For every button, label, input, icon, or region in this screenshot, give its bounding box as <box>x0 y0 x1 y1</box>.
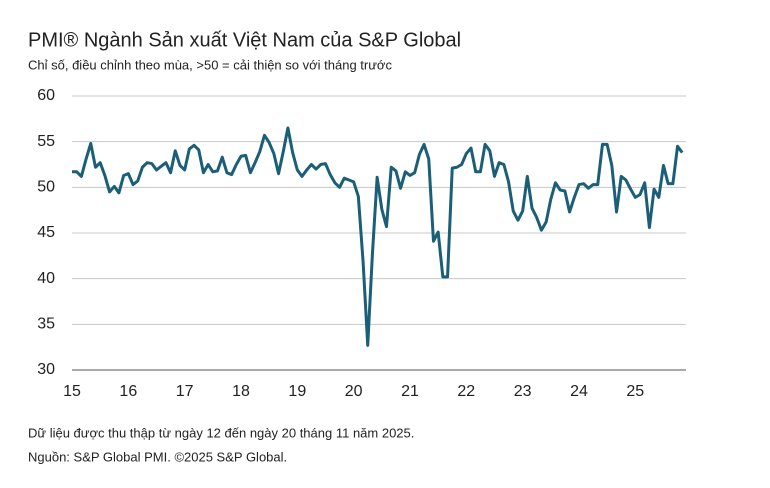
chart-subtitle: Chỉ số, điều chỉnh theo mùa, >50 = cải t… <box>28 57 392 72</box>
data-line <box>72 126 684 347</box>
footnote: Dữ liệu được thu thập từ ngày 12 đến ngà… <box>28 425 414 440</box>
source: Nguồn: S&P Global PMI. ©2025 S&P Global. <box>28 449 287 464</box>
x-tick-label: 17 <box>176 383 194 400</box>
x-tick-label: 23 <box>514 383 532 400</box>
y-tick-label: 60 <box>37 87 55 104</box>
x-tick-label: 22 <box>457 383 475 400</box>
y-tick-label: 40 <box>37 270 55 287</box>
x-tick-label: 15 <box>63 383 81 400</box>
x-tick-label: 20 <box>345 383 363 400</box>
x-tick-label: 21 <box>401 383 419 400</box>
y-tick-label: 35 <box>37 316 55 333</box>
x-tick-label: 24 <box>570 383 588 400</box>
x-tick-label: 19 <box>288 383 306 400</box>
y-tick-label: 30 <box>37 361 55 378</box>
y-tick-label: 55 <box>37 133 55 150</box>
y-tick-label: 50 <box>37 179 55 196</box>
y-tick-label: 45 <box>37 224 55 241</box>
x-tick-label: 16 <box>119 383 137 400</box>
x-tick-label: 18 <box>232 383 250 400</box>
x-tick-label: 25 <box>626 383 644 400</box>
chart-title: PMI® Ngành Sản xuất Việt Nam của S&P Glo… <box>28 29 461 51</box>
